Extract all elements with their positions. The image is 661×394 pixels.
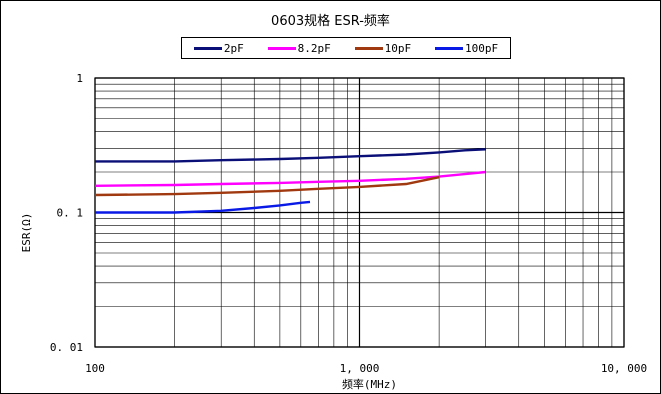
series-line-8.2pF xyxy=(94,170,486,187)
legend-swatch xyxy=(354,46,383,50)
legend-item-100pF: 100pF xyxy=(434,41,499,55)
x-axis-label: 频率(MHz) xyxy=(342,377,397,391)
y-axis-label: ESR(Ω) xyxy=(20,213,33,253)
series-line-2pF xyxy=(95,148,486,163)
y-tick-label: 1 xyxy=(76,72,83,85)
legend-item-10pF: 10pF xyxy=(354,41,412,55)
legend-label: 10pF xyxy=(384,41,412,55)
x-tick-label: 1, 000 xyxy=(340,362,380,375)
series-line-10pF xyxy=(94,176,440,197)
legend-item-2pF: 2pF xyxy=(193,41,244,55)
legend-item-8.2pF: 8.2pF xyxy=(267,41,331,55)
legend-label: 2pF xyxy=(223,41,244,55)
legend-swatch xyxy=(193,46,222,50)
x-tick-label: 100 xyxy=(85,362,105,375)
y-tick-label: 0. 1 xyxy=(57,207,84,220)
x-tick-label: 10, 000 xyxy=(601,362,647,375)
legend-swatch xyxy=(267,46,296,50)
chart-legend: 2pF 8.2pF 10pF 100pF xyxy=(181,37,511,59)
series-line-100pF xyxy=(95,200,311,214)
legend-swatch xyxy=(434,46,463,50)
legend-label: 8.2pF xyxy=(297,41,331,55)
chart-title: 0603规格 ESR-频率 xyxy=(271,14,390,29)
legend-label: 100pF xyxy=(464,41,499,55)
y-tick-label: 0. 01 xyxy=(50,341,83,354)
